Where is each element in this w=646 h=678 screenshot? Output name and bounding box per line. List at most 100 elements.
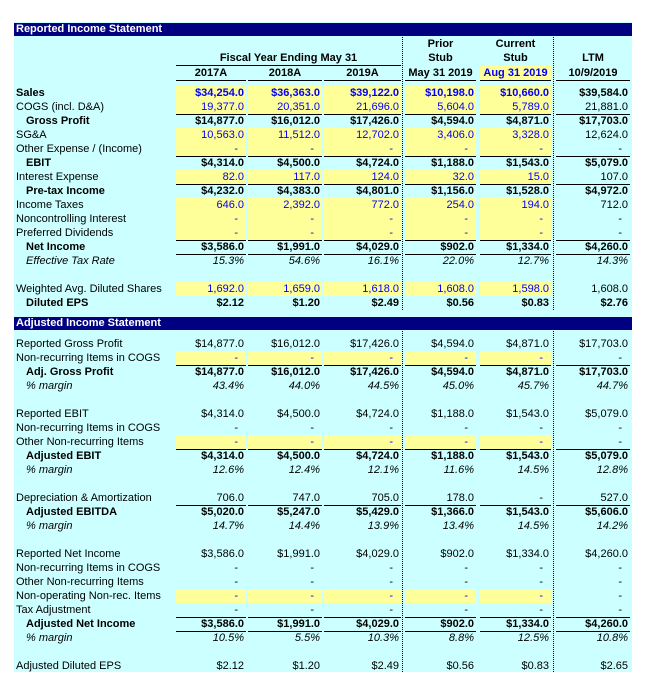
cell-value: $4,724.0 (356, 408, 399, 420)
cell-value: $0.83 (521, 660, 549, 672)
cell-value: $1,543.0 (480, 449, 551, 464)
cell-value: $1,543.0 (480, 156, 551, 171)
cell-value: $4,314.0 (201, 408, 244, 420)
cell-value: $1,188.0 (431, 408, 474, 420)
cell-value: - (176, 212, 246, 226)
cell-value: 772.0 (324, 198, 401, 212)
row-label: Other Expense / (Income) (16, 143, 142, 155)
cell-value: - (234, 604, 238, 616)
cell-value: 1,659.0 (248, 282, 322, 296)
column-header: 10/9/2019 (556, 66, 630, 81)
cell-value: $16,012.0 (248, 365, 322, 380)
section-header: Reported Income Statement (14, 23, 632, 36)
cell-value: 44.0% (288, 380, 320, 392)
cell-value: 14.2% (596, 520, 628, 532)
cell-value: $1,334.0 (480, 240, 551, 255)
cell-value: 124.0 (324, 170, 401, 184)
cell-value: $4,260.0 (556, 617, 630, 632)
cell-value: - (248, 226, 322, 240)
cell-value: - (618, 227, 622, 239)
cell-value: 12,702.0 (324, 128, 401, 142)
cell-value: 45.0% (442, 380, 474, 392)
cell-value: $2.65 (600, 660, 628, 672)
cell-value: $17,426.0 (324, 114, 401, 129)
cell-value: - (464, 422, 468, 434)
cell-value: - (480, 142, 551, 156)
cell-value: $1,991.0 (277, 548, 320, 560)
cell-value: $5,247.0 (248, 505, 322, 520)
cell-value: - (480, 589, 551, 603)
cell-value: 10.8% (596, 632, 628, 644)
row-label: Tax Adjustment (16, 604, 91, 616)
cell-value: $17,703.0 (556, 365, 630, 380)
row-label: % margin (26, 464, 73, 476)
row-label: Adjusted Net Income (26, 618, 136, 630)
cell-value: - (618, 143, 622, 155)
cell-value: $1.20 (292, 297, 320, 309)
cell-value: $14,877.0 (176, 365, 246, 380)
cell-value: $1.20 (292, 660, 320, 672)
cell-value: - (618, 562, 622, 574)
cell-value: $2.49 (371, 660, 399, 672)
cell-value: $16,012.0 (271, 338, 320, 350)
cell-value: 1,598.0 (480, 282, 551, 296)
cell-value: $4,594.0 (405, 114, 476, 129)
row-label: COGS (incl. D&A) (16, 101, 105, 113)
cell-value: $902.0 (405, 617, 476, 632)
cell-value: $4,724.0 (324, 156, 401, 171)
cell-value: 10,563.0 (176, 128, 246, 142)
cell-value: $17,703.0 (556, 114, 630, 129)
cell-value: $4,594.0 (431, 338, 474, 350)
cell-value: $17,426.0 (324, 365, 401, 380)
cell-value: $17,703.0 (579, 338, 628, 350)
cell-value: - (480, 212, 551, 226)
cell-value: $4,260.0 (585, 548, 628, 560)
cell-value: 12.4% (288, 464, 320, 476)
row-label: Interest Expense (16, 171, 99, 183)
cell-value: 117.0 (248, 170, 322, 184)
column-header: May 31 2019 (405, 66, 476, 81)
cell-value: $4,871.0 (506, 338, 549, 350)
cell-value: 527.0 (600, 492, 628, 504)
cell-value: 12,624.0 (585, 129, 628, 141)
cell-value: $902.0 (440, 548, 474, 560)
cell-value: 107.0 (600, 171, 628, 183)
cell-value: - (176, 351, 246, 365)
cell-value: - (618, 576, 622, 588)
cell-value: $5,079.0 (585, 408, 628, 420)
cell-value: 14.7% (212, 520, 244, 532)
cell-value: $1,188.0 (405, 449, 476, 464)
column-header: 2019A (324, 66, 401, 81)
cell-value: $4,260.0 (556, 240, 630, 255)
column-header: Prior (427, 38, 454, 50)
column-header: Aug 31 2019 (480, 66, 551, 81)
row-label: Sales (16, 87, 45, 99)
cell-value: $1,991.0 (248, 240, 322, 255)
cell-value: $36,363.0 (248, 86, 322, 100)
cell-value: $1,991.0 (248, 617, 322, 632)
cell-value: 178.0 (446, 492, 474, 504)
cell-value: - (248, 351, 322, 365)
row-label: Adjusted Diluted EPS (16, 660, 122, 672)
cell-value: $16,012.0 (248, 114, 322, 129)
section-header: Adjusted Income Statement (14, 317, 632, 330)
cell-value: 20,351.0 (248, 100, 322, 114)
cell-value: - (176, 589, 246, 603)
column-divider (402, 37, 403, 310)
cell-value: $4,232.0 (176, 184, 246, 199)
cell-value: 44.5% (367, 380, 399, 392)
cell-value: $34,254.0 (176, 86, 246, 100)
cell-value: 21,881.0 (585, 101, 628, 113)
row-label: Non-recurring Items in COGS (16, 422, 161, 434)
column-header: Current (495, 38, 536, 50)
cell-value: - (324, 212, 401, 226)
cell-value: 747.0 (292, 492, 320, 504)
cell-value: - (389, 576, 393, 588)
cell-value: 12.6% (212, 464, 244, 476)
cell-value: $1,156.0 (405, 184, 476, 199)
row-label: Noncontrolling Interest (16, 213, 127, 225)
cell-value: - (248, 435, 322, 449)
cell-value: $1,188.0 (405, 156, 476, 171)
cell-value: $39,584.0 (579, 87, 628, 99)
